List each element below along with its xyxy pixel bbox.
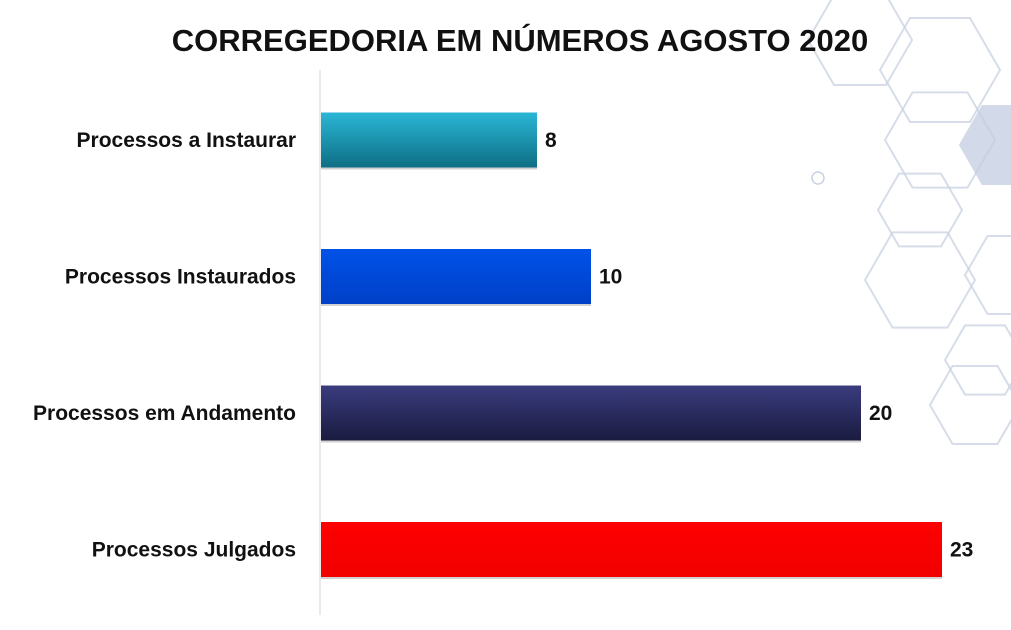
bar (321, 522, 942, 577)
bar-shadow (321, 304, 591, 306)
value-label: 8 (545, 129, 557, 152)
category-label: Processos a Instaurar (77, 129, 296, 152)
category-label: Processos Instaurados (65, 266, 296, 289)
hexagon-shape (928, 365, 1011, 445)
value-label: 10 (599, 266, 622, 289)
hexagon-shape (878, 17, 1002, 123)
category-label: Processos em Andamento (33, 402, 296, 425)
chart-title: CORREGEDORIA EM NÚMEROS AGOSTO 2020 (172, 22, 868, 58)
bar-shadow (321, 577, 942, 579)
value-label: 20 (869, 402, 892, 425)
hexagon-shape (883, 91, 997, 189)
hexagon-shape (876, 172, 964, 248)
value-label: 23 (950, 539, 973, 562)
hexagon-shape (806, 0, 914, 86)
bar-shadow (321, 440, 861, 443)
bar (321, 385, 861, 441)
bar (321, 112, 537, 168)
hexagon-shape (863, 231, 977, 329)
hexagon-shape (963, 235, 1011, 315)
hexagon-shape (943, 324, 1011, 396)
decor-circle (811, 171, 825, 185)
bar-shadow (321, 167, 537, 170)
bars-layer: Processos a Instaurar 8 Processos Instaura… (33, 112, 973, 579)
category-label: Processos Julgados (92, 539, 296, 562)
hexagon-shape (958, 105, 1011, 185)
hexagon-background-decoration (806, 0, 1011, 445)
bar (321, 249, 591, 304)
